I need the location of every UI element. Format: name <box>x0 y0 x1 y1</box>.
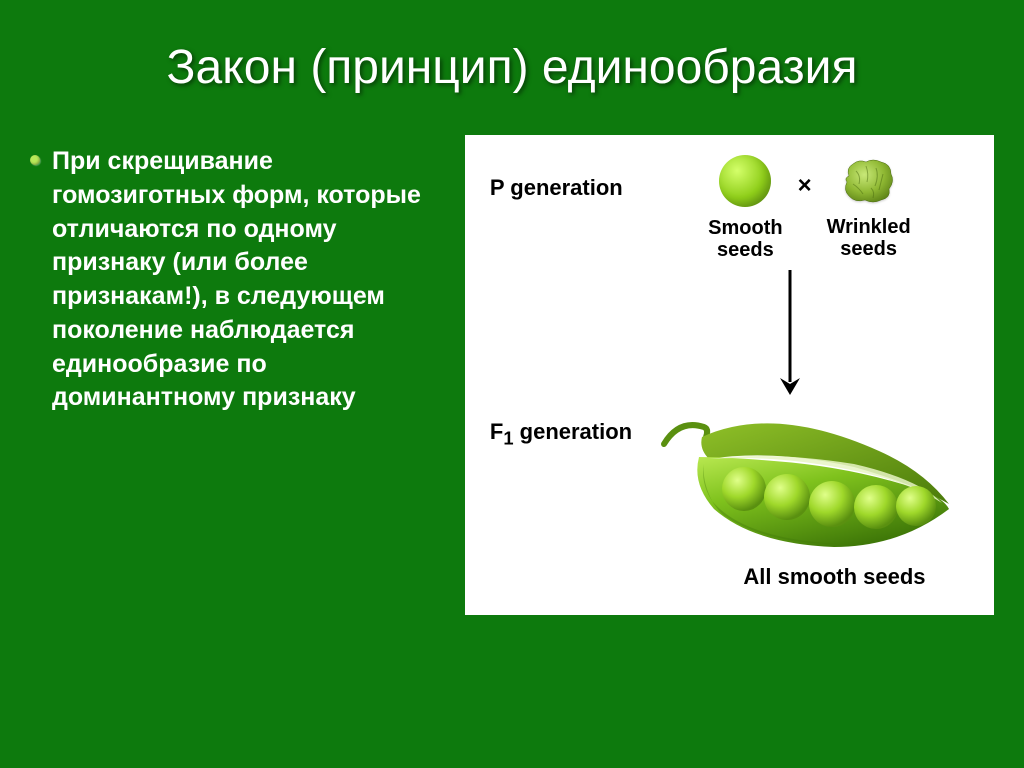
slide: Закон (принцип) единообразия При скрещив… <box>0 0 1024 768</box>
wrinkled-label: Wrinkledseeds <box>827 216 911 260</box>
slide-title: Закон (принцип) единообразия <box>30 40 994 95</box>
wrinkled-seed-icon <box>841 156 897 206</box>
cross-group: Smoothseeds × <box>650 155 969 261</box>
wrinkled-parent: Wrinkledseeds <box>827 156 911 260</box>
pod-column: All smooth seeds <box>650 409 969 590</box>
p-generation-label: P generation <box>490 155 650 201</box>
bullet-item: При скрещивание гомозиготных форм, котор… <box>30 145 435 415</box>
bullet-text: При скрещивание гомозиготных форм, котор… <box>52 145 435 415</box>
bullet-marker-icon <box>30 155 40 165</box>
smooth-parent: Smoothseeds <box>708 155 782 261</box>
f1-caption: All smooth seeds <box>743 564 925 590</box>
smooth-seed-icon <box>719 155 771 207</box>
genetics-diagram: P generation Smoothseeds × <box>465 135 994 615</box>
text-block: При скрещивание гомозиготных форм, котор… <box>30 135 435 415</box>
smooth-label: Smoothseeds <box>708 217 782 261</box>
content-row: При скрещивание гомозиготных форм, котор… <box>30 135 994 738</box>
f1-generation-label: F1 generation <box>490 409 650 449</box>
f1-generation-row: F1 generation <box>490 409 969 590</box>
p-generation-row: P generation Smoothseeds × <box>490 155 969 261</box>
pea-pod-icon <box>654 409 964 559</box>
arrow-icon <box>775 270 805 405</box>
cross-symbol: × <box>798 172 812 200</box>
